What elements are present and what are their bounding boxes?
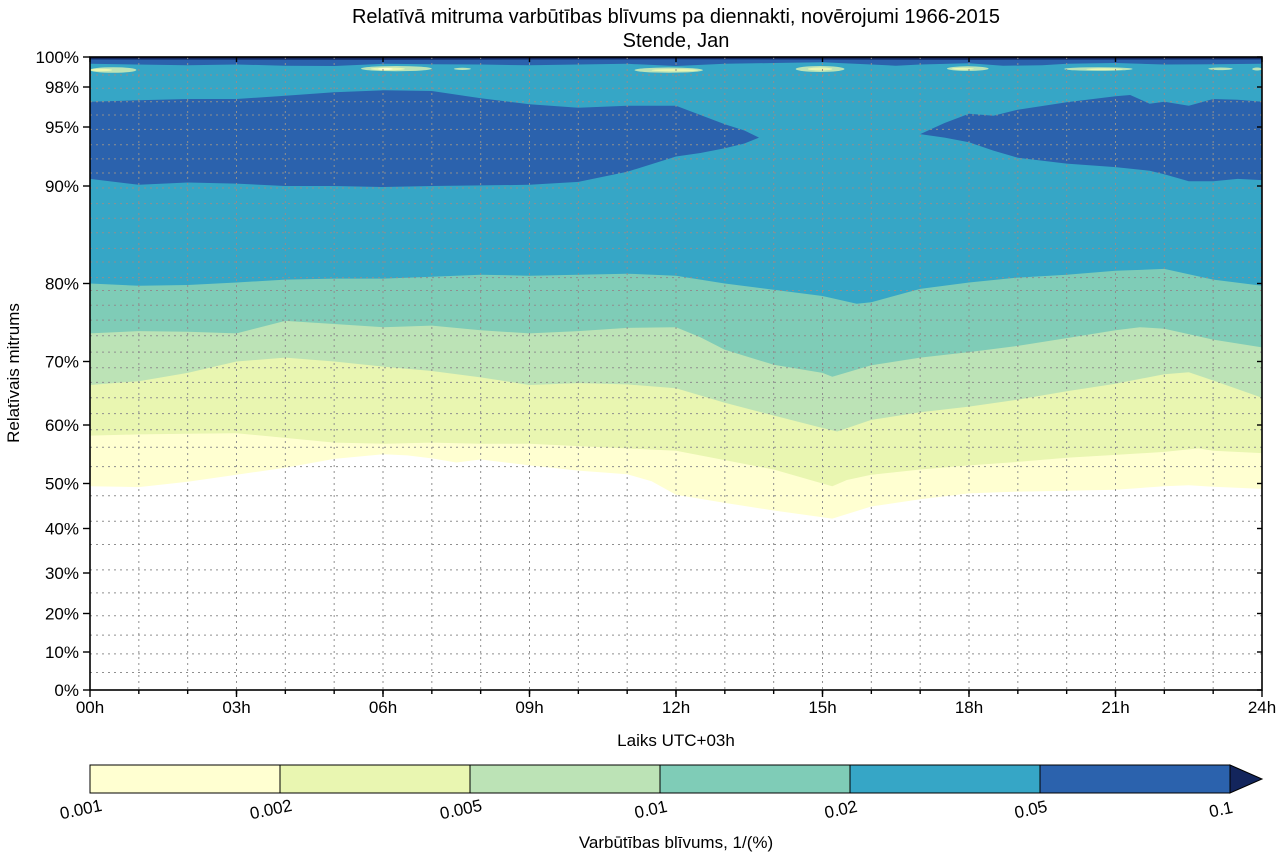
dip-patch-8 bbox=[1252, 67, 1262, 71]
x-tick-label: 09h bbox=[515, 698, 543, 717]
y-tick-label: 50% bbox=[45, 475, 79, 494]
x-tick-label: 12h bbox=[662, 698, 690, 717]
dip-patch-core-6 bbox=[1086, 68, 1123, 71]
x-tick-label: 03h bbox=[222, 698, 250, 717]
dip-patch-0 bbox=[90, 67, 137, 73]
colorbar-arrow bbox=[1229, 764, 1264, 794]
colorbar-segment bbox=[469, 764, 661, 794]
x-tick-label: 15h bbox=[808, 698, 836, 717]
dip-patch-2 bbox=[453, 67, 471, 70]
axis-ticks bbox=[83, 56, 1263, 697]
colorbar-segment bbox=[279, 764, 471, 794]
y-tick-label: 10% bbox=[45, 643, 79, 662]
dip-patch-core-4 bbox=[807, 67, 833, 71]
colorbar-tick-label: 0.1 bbox=[1207, 798, 1234, 822]
x-tick-label: 00h bbox=[76, 698, 104, 717]
chart-subtitle: Stende, Jan bbox=[622, 30, 730, 52]
y-tick-label: 60% bbox=[45, 416, 79, 435]
bands-layer bbox=[90, 57, 1262, 519]
colorbar: 0.001 0.002 0.005 0.01 0.02 0.05 0.1 bbox=[58, 764, 1264, 823]
colorbar-label: Varbūtības blīvums, 1/(%) bbox=[578, 833, 774, 852]
dip-patch-core-3 bbox=[651, 69, 698, 72]
tick-labels: 100%98%95%90%80%70%60%50%40%30%20%10%0%0… bbox=[36, 48, 1277, 717]
dip-patch-7 bbox=[1208, 67, 1233, 71]
y-tick-label: 0% bbox=[54, 681, 79, 700]
colorbar-segment bbox=[849, 764, 1041, 794]
y-axis-label: Relatīvais mitrums bbox=[4, 303, 23, 443]
colorbar-segment bbox=[89, 764, 281, 794]
y-tick-label: 20% bbox=[45, 605, 79, 624]
chart-title: Relatīvā mitruma varbūtības blīvums pa d… bbox=[351, 6, 1001, 28]
y-tick-label: 70% bbox=[45, 353, 79, 372]
y-tick-label: 90% bbox=[45, 177, 79, 196]
contour-blob-right-blob bbox=[920, 95, 1262, 182]
dip-patch-dot-1 bbox=[378, 67, 393, 70]
y-tick-label: 80% bbox=[45, 275, 79, 294]
y-tick-label: 100% bbox=[36, 48, 79, 67]
x-tick-label: 21h bbox=[1101, 698, 1129, 717]
y-tick-label: 95% bbox=[45, 118, 79, 137]
y-tick-label: 40% bbox=[45, 520, 79, 539]
colorbar-segment bbox=[659, 764, 851, 794]
contour-blob-left-blob bbox=[90, 90, 759, 187]
y-tick-label: 98% bbox=[45, 78, 79, 97]
x-tick-label: 18h bbox=[955, 698, 983, 717]
colorbar-segment bbox=[1039, 764, 1231, 794]
x-axis-label: Laiks UTC+03h bbox=[617, 731, 735, 750]
x-tick-label: 06h bbox=[369, 698, 397, 717]
x-tick-label: 24h bbox=[1248, 698, 1276, 717]
dip-patch-core-5 bbox=[951, 67, 974, 70]
dip-patch-core-0 bbox=[90, 68, 112, 72]
y-tick-label: 30% bbox=[45, 564, 79, 583]
